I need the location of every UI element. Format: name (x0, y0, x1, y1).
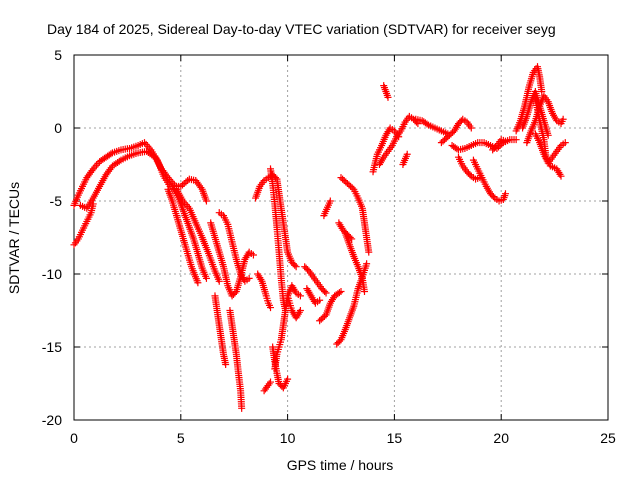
data-point-marker (238, 404, 246, 412)
data-point-marker (466, 171, 474, 179)
data-point-marker (403, 150, 411, 158)
x-tick-label: 5 (177, 430, 185, 446)
x-tick-label: 20 (493, 430, 509, 446)
y-tick-label: -15 (42, 339, 62, 355)
data-point-marker (467, 124, 475, 132)
data-point-marker (384, 93, 392, 101)
data-point-marker (321, 288, 329, 296)
chart-title: Day 184 of 2025, Sidereal Day-to-day VTE… (47, 21, 556, 37)
data-point-marker (557, 172, 565, 180)
data-point-marker (284, 375, 292, 383)
data-point-marker (215, 277, 223, 285)
data-point-marker (267, 304, 275, 312)
x-axis-label: GPS time / hours (287, 457, 394, 473)
y-tick-label: 5 (54, 47, 62, 63)
data-point-marker (291, 261, 299, 269)
data-point-marker (316, 296, 324, 304)
data-point-marker (336, 337, 344, 345)
data-point-marker (296, 292, 304, 300)
data-point-marker (348, 184, 356, 192)
data-point-marker (296, 307, 304, 314)
data-point-marker (249, 251, 257, 259)
data-point-marker (363, 260, 371, 268)
data-point-marker (326, 197, 334, 205)
data-point-marker (360, 288, 368, 296)
data-markers (70, 63, 569, 412)
data-point-marker (489, 193, 497, 201)
data-point-marker (501, 137, 509, 145)
data-point-marker (184, 177, 192, 185)
data-point-marker (182, 201, 190, 209)
data-point-marker (365, 248, 373, 256)
data-point-marker (92, 161, 100, 169)
plot-frame (73, 54, 609, 421)
data-point-marker (538, 88, 546, 95)
data-point-marker (202, 274, 210, 282)
data-point-marker (222, 361, 230, 369)
data-point-marker (245, 274, 253, 282)
y-tick-label: -10 (42, 266, 62, 282)
y-tick-label: 0 (54, 120, 62, 136)
x-tick-label: 0 (70, 430, 78, 446)
y-tick-labels: 5 0 -5 -10 -15 -20 (42, 47, 62, 428)
data-point-marker (194, 279, 202, 287)
x-tick-labels: 0 5 10 15 20 25 (70, 430, 616, 446)
data-point-marker (501, 190, 509, 198)
data-point-marker (337, 288, 345, 296)
data-point-marker (142, 140, 150, 148)
data-point-marker (231, 289, 239, 297)
data-point-marker (423, 120, 431, 128)
y-tick-label: -20 (42, 412, 62, 428)
data-point-marker (202, 197, 210, 205)
data-point-marker (292, 263, 300, 271)
x-tick-label: 10 (280, 430, 296, 446)
x-tick-label: 25 (600, 430, 616, 446)
y-tick-label: -5 (50, 193, 63, 209)
data-point-marker (322, 289, 330, 297)
y-axis-label: SDTVAR / TECUs (6, 182, 22, 294)
data-point-marker (115, 157, 123, 165)
data-point-marker (107, 150, 115, 158)
data-point-marker (267, 378, 275, 386)
data-point-marker (561, 139, 569, 147)
data-point-marker (512, 136, 520, 144)
data-point-marker (453, 145, 461, 153)
data-point-marker (335, 289, 343, 297)
x-tick-label: 15 (387, 430, 403, 446)
data-point-marker (559, 115, 567, 123)
